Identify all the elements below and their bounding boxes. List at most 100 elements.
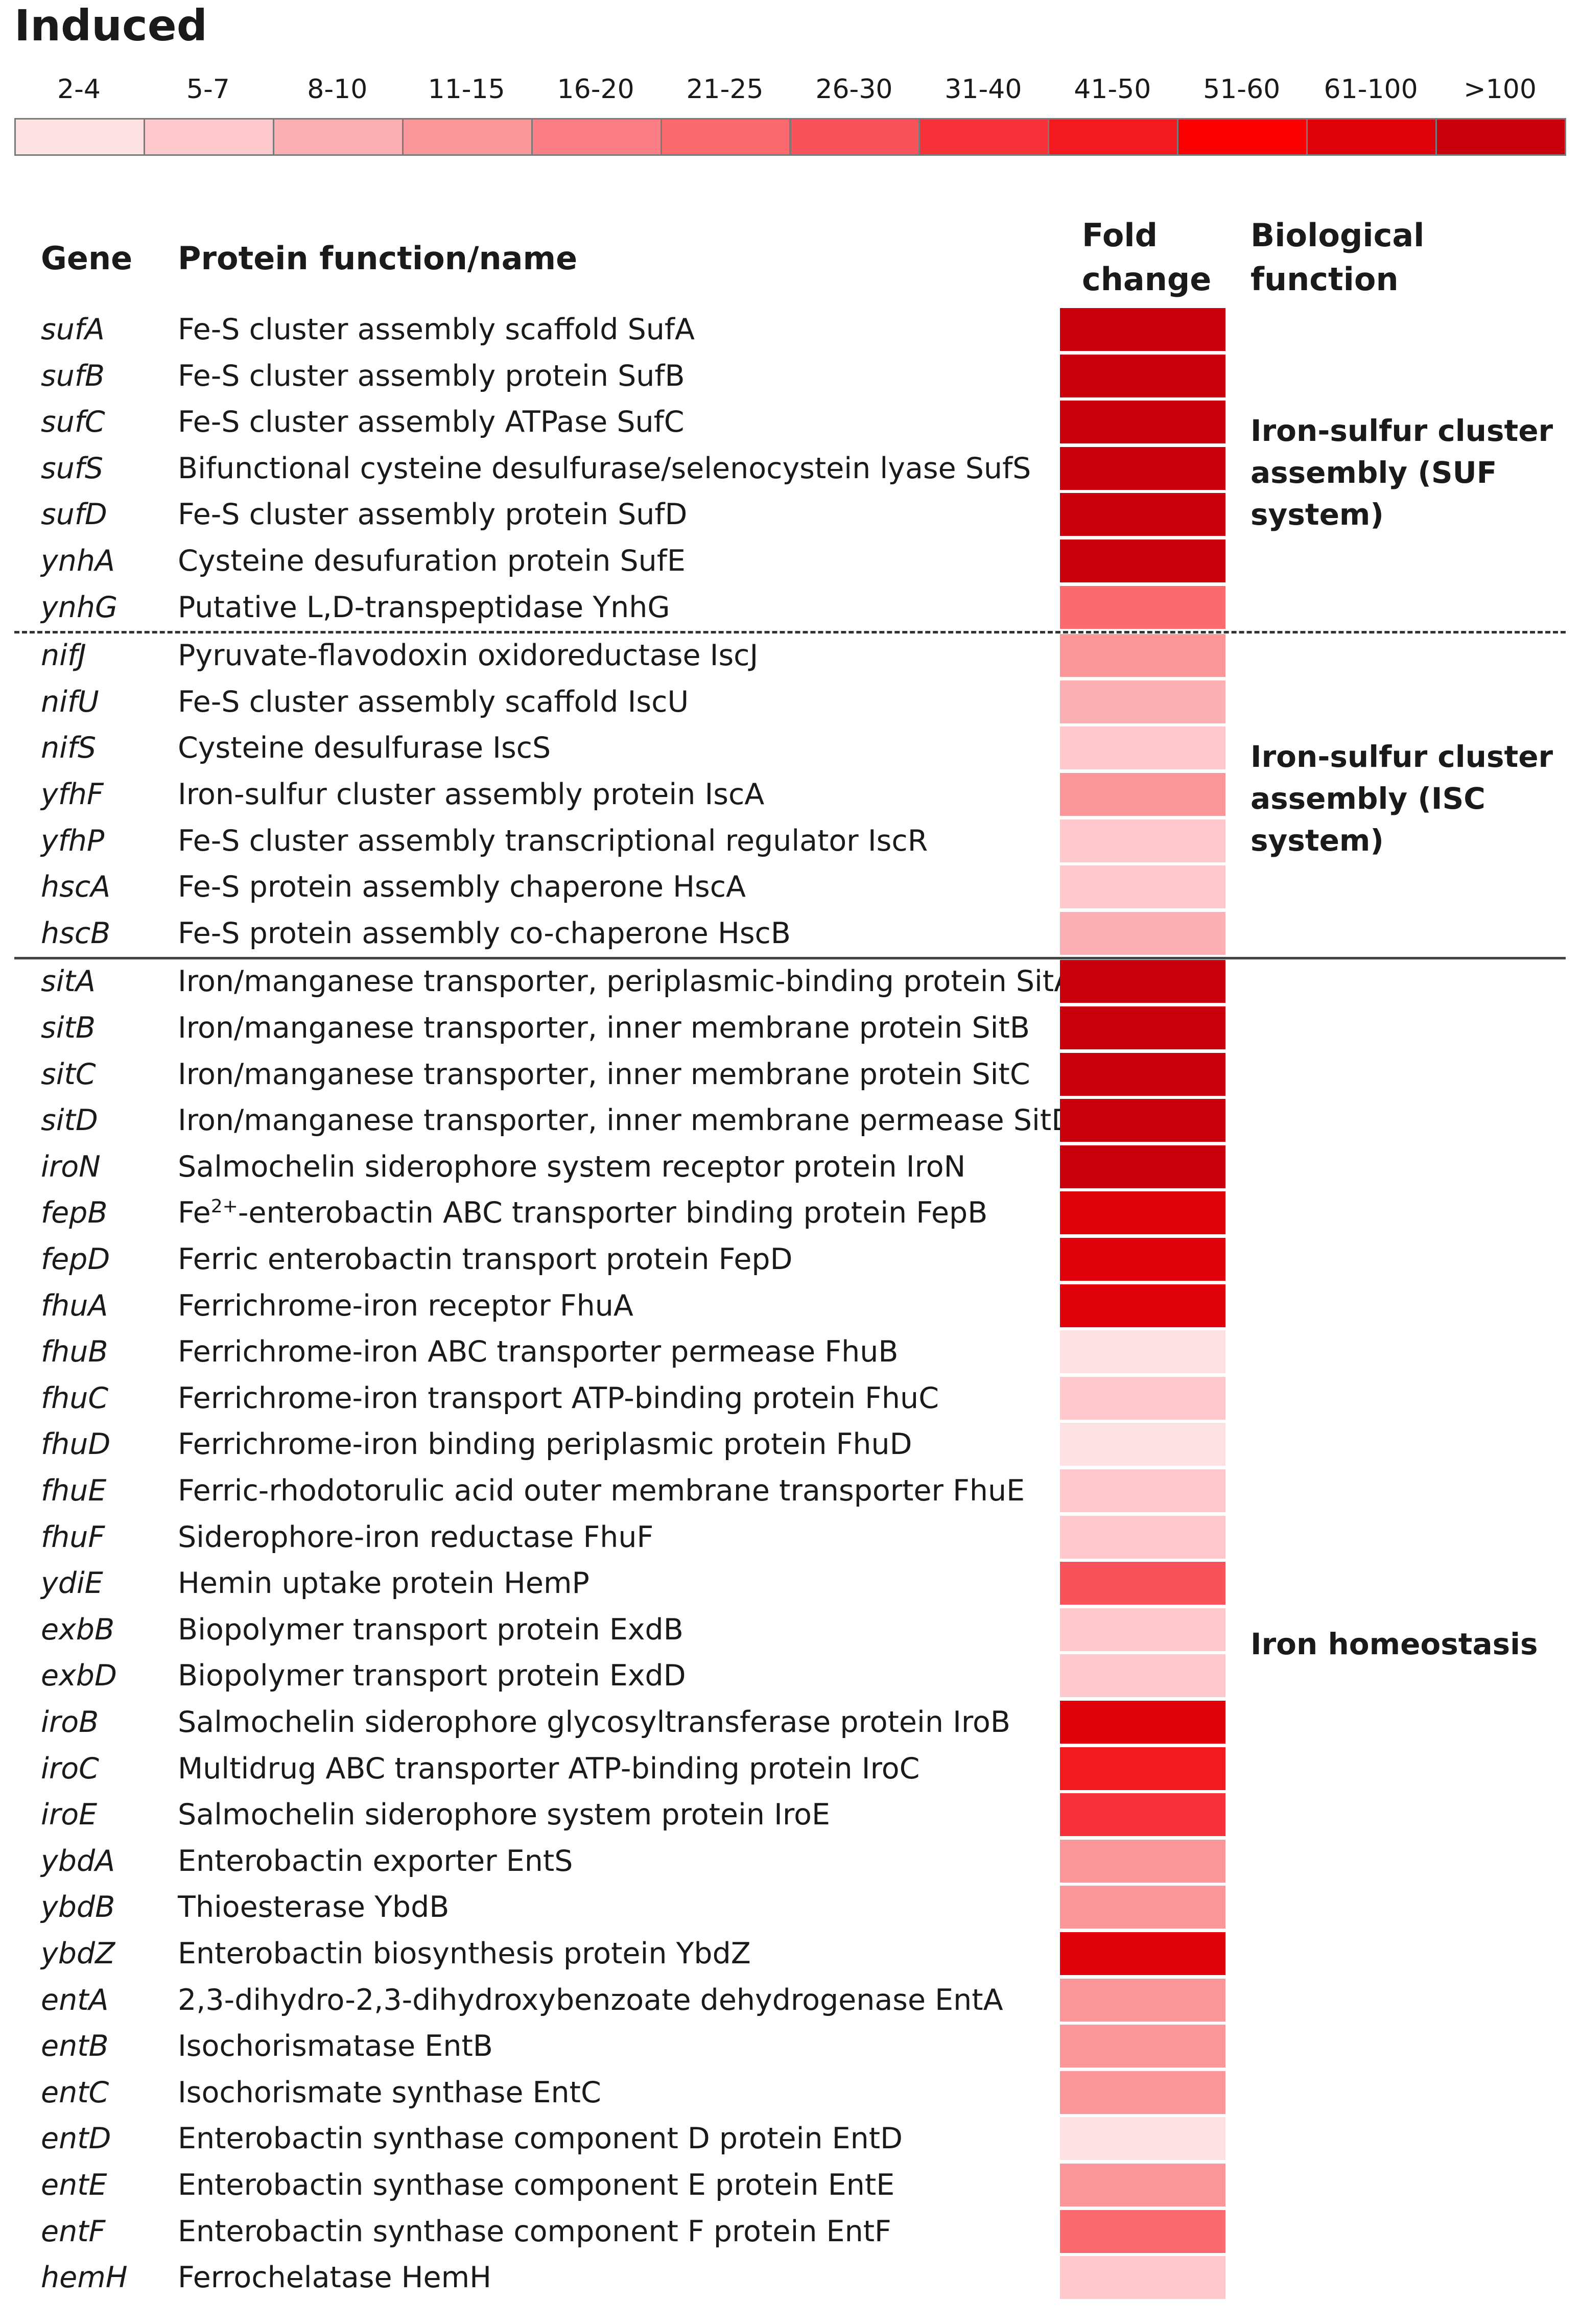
gene-name: ydiE: [41, 1566, 103, 1601]
protein-name: Ferric-rhodotorulic acid outer membrane …: [178, 1474, 1025, 1508]
protein-name: 2,3-dihydro-2,3-dihydroxybenzoate dehydr…: [178, 1983, 1003, 2017]
gene-name: fhuA: [41, 1288, 108, 1323]
legend-label: 5-7: [186, 74, 230, 105]
protein-name-superscript: 2+: [210, 1196, 238, 1217]
protein-name: Fe-S cluster assembly protein SufB: [178, 359, 685, 393]
protein-name: Cysteine desulfurase IscS: [178, 731, 551, 765]
fold-change-cell: [1060, 1608, 1225, 1651]
fold-change-cell: [1060, 2071, 1225, 2114]
gene-name: yfhP: [41, 824, 105, 858]
fold-change-cell: [1060, 1701, 1225, 1744]
protein-name: Fe-S protein assembly co-chaperone HscB: [178, 916, 791, 950]
legend-swatch: [789, 118, 921, 156]
protein-name: Ferrichrome-iron binding periplasmic pro…: [178, 1427, 912, 1462]
gene-name: ynhG: [41, 590, 118, 624]
gene-name: sufS: [41, 451, 104, 485]
legend-swatch: [1177, 118, 1308, 156]
gene-name: entC: [41, 2075, 109, 2109]
gene-name: sitA: [41, 965, 96, 999]
protein-name: Fe-S cluster assembly ATPase SufC: [178, 405, 685, 439]
protein-name-part: Fe: [178, 1196, 211, 1230]
gene-name: entD: [41, 2122, 111, 2156]
protein-name: Enterobactin biosynthesis protein YbdZ: [178, 1937, 751, 1970]
color-legend: 2-4 5-7 8-10 11-15 16-20 21-25 26-30 31-40 41-50…: [14, 69, 1566, 163]
legend-swatch: [402, 118, 533, 156]
gene-name: sufA: [41, 313, 105, 346]
protein-name: Biopolymer transport protein ExdD: [178, 1659, 686, 1693]
fold-change-cell: [1060, 1886, 1225, 1929]
protein-name: Isochorismate synthase EntC: [178, 2075, 601, 2109]
fold-change-cell: [1060, 634, 1225, 677]
gene-name: iroC: [41, 1751, 99, 1786]
legend-label: 41-50: [1074, 74, 1151, 105]
fold-change-cell: [1060, 1793, 1225, 1837]
group-divider: [14, 957, 1566, 960]
fold-change-cell: [1060, 960, 1225, 1003]
legend-label: 11-15: [428, 74, 505, 105]
biological-function-line: system): [1250, 497, 1384, 532]
fold-change-cell: [1060, 819, 1225, 862]
biological-function-line: assembly (SUF: [1250, 455, 1497, 490]
gene-name: hscA: [41, 870, 111, 904]
protein-name: Iron/manganese transporter, inner membra…: [178, 1104, 1074, 1138]
gene-name: entA: [41, 1983, 109, 2017]
fold-change-cell: [1060, 1191, 1225, 1235]
header-gene: Gene: [41, 240, 133, 277]
legend-label: 51-60: [1203, 74, 1281, 105]
gene-name: fhuB: [41, 1335, 108, 1369]
gene-name: nifS: [41, 731, 97, 765]
protein-name: Ferrichrome-iron transport ATP-binding p…: [178, 1381, 939, 1415]
protein-name: Iron/manganese transporter, inner membra…: [178, 1011, 1030, 1045]
protein-name: Biopolymer transport protein ExdB: [178, 1612, 683, 1647]
protein-name: Salmochelin siderophore system receptor …: [178, 1149, 966, 1184]
legend-label: 61-100: [1324, 74, 1418, 105]
legend-swatch: [1048, 118, 1179, 156]
gene-name: ybdZ: [41, 1937, 115, 1970]
gene-name: ynhA: [41, 544, 115, 578]
protein-name: Enterobactin synthase component F protei…: [178, 2214, 891, 2248]
legend-label: 26-30: [815, 74, 893, 105]
fold-change-cell: [1060, 1562, 1225, 1605]
protein-name: Iron-sulfur cluster assembly protein Isc…: [178, 778, 765, 811]
gene-name: sitD: [41, 1104, 98, 1138]
fold-change-cell: [1060, 1099, 1225, 1142]
header-bio-line1: Biological: [1250, 217, 1425, 254]
fold-change-cell: [1060, 1284, 1225, 1327]
protein-name: Fe-S cluster assembly transcriptional re…: [178, 824, 928, 858]
fold-change-cell: [1060, 585, 1225, 629]
fold-change-cell: [1060, 1839, 1225, 1883]
protein-name: Salmochelin siderophore system protein I…: [178, 1798, 830, 1832]
protein-name: Ferrichrome-iron receptor FhuA: [178, 1288, 633, 1323]
legend-swatch: [660, 118, 791, 156]
legend-label: 8-10: [307, 74, 368, 105]
protein-name: Enterobactin synthase component D protei…: [178, 2122, 903, 2156]
fold-change-cell: [1060, 1469, 1225, 1512]
gene-name: ybdA: [41, 1844, 115, 1878]
fold-change-cell: [1060, 911, 1225, 955]
biological-function-line: Iron-sulfur cluster: [1250, 739, 1553, 774]
fold-change-cell: [1060, 1330, 1225, 1374]
header-fold-line2: change: [1082, 261, 1212, 298]
gene-name: fhuE: [41, 1474, 107, 1508]
biological-function-line: Iron-sulfur cluster: [1250, 413, 1553, 449]
legend-label: >100: [1464, 74, 1537, 105]
legend-label: 21-25: [686, 74, 764, 105]
gene-name: entF: [41, 2214, 106, 2248]
protein-name: Ferric enterobactin transport protein Fe…: [178, 1242, 793, 1276]
gene-name: fepD: [41, 1242, 110, 1276]
gene-name: fhuC: [41, 1381, 109, 1415]
protein-name: Enterobactin exporter EntS: [178, 1844, 573, 1878]
fold-change-cell: [1060, 447, 1225, 490]
protein-name: Fe-S protein assembly chaperone HscA: [178, 870, 746, 904]
fold-change-cell: [1060, 1978, 1225, 2022]
gene-name: sitB: [41, 1011, 96, 1045]
biological-function-label: Iron homeostasis: [1250, 1623, 1538, 1665]
biological-function-line: system): [1250, 823, 1384, 858]
fold-change-cell: [1060, 1515, 1225, 1559]
gene-name: fhuF: [41, 1520, 105, 1554]
gene-name: nifJ: [41, 639, 86, 673]
fold-change-cell: [1060, 493, 1225, 536]
protein-name: Thioesterase YbdB: [178, 1890, 450, 1924]
protein-name: Hemin uptake protein HemP: [178, 1566, 589, 1601]
biological-function-line: assembly (ISC: [1250, 781, 1485, 816]
